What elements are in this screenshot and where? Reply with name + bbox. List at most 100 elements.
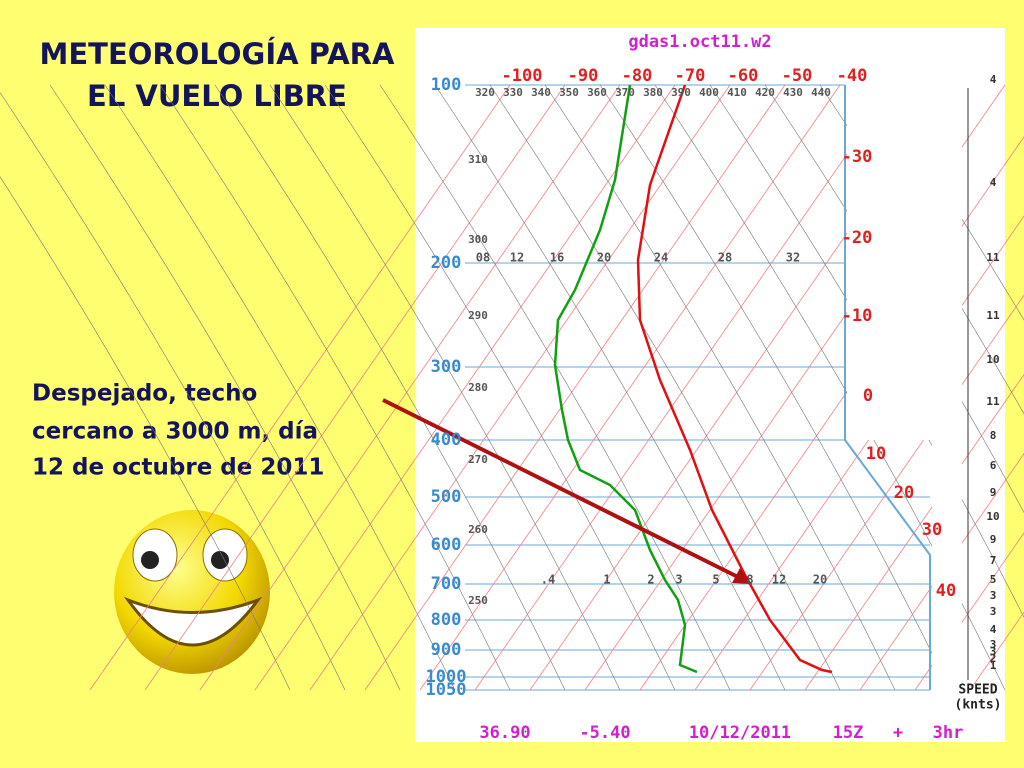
arrow (382, 398, 741, 580)
temperature-label: -70 (675, 66, 706, 86)
pressure-label: 600 (431, 535, 462, 555)
mixing-ratio-label: 12 (510, 251, 524, 265)
dry-adiabat (599, 84, 951, 691)
footer-text: + (893, 723, 903, 743)
dry-adiabat (489, 84, 841, 691)
theta-label: 320 (475, 86, 495, 99)
isotherm (254, 84, 676, 691)
theta-label: 390 (671, 86, 691, 99)
temperature-label: -10 (842, 306, 873, 326)
temperature-label: 30 (922, 520, 942, 540)
wind-speed: 4 (990, 623, 997, 636)
temperature-label: -40 (837, 66, 868, 86)
temperature-label: -30 (842, 147, 873, 167)
caption: 12 de octubre de 2011 (32, 455, 324, 481)
temperature-label: -100 (502, 66, 543, 86)
mixing-ratio-label: 20 (597, 251, 611, 265)
dry-adiabat (324, 84, 676, 691)
wind-speed: 1 (990, 659, 997, 672)
speed-label: (knts) (955, 698, 1002, 713)
theta-label: 310 (468, 153, 488, 166)
mixing-ratio-label: 8 (746, 573, 753, 587)
mixing-ratio-label: 20 (813, 573, 827, 587)
theta-label: 260 (468, 523, 488, 536)
pressure-label: 300 (431, 357, 462, 377)
isotherm (89, 84, 511, 691)
speed-label: SPEED (958, 683, 997, 698)
wind-speed: 4 (990, 73, 997, 86)
wind-speed: 6 (990, 459, 997, 472)
theta-label: 360 (587, 86, 607, 99)
footer-text: 10/12/2011 (689, 723, 791, 743)
isotherm (364, 84, 786, 691)
footer-text: 15Z (833, 723, 864, 743)
theta-label: 440 (811, 86, 831, 99)
temperature-label: 40 (936, 581, 956, 601)
pressure-label: 1000 (426, 667, 467, 687)
pressure-label: 800 (431, 610, 462, 630)
wind-speed: 7 (990, 554, 997, 567)
temperature-label: -80 (622, 66, 653, 86)
temperature-label: -20 (842, 228, 873, 248)
mixing-ratio-label: 2 (647, 573, 654, 587)
isotherm (199, 84, 621, 691)
diagram-grid (0, 80, 1024, 700)
mixing-ratio-label: 12 (772, 573, 786, 587)
mixing-ratio-label: 32 (786, 251, 800, 265)
theta-label: 330 (503, 86, 523, 99)
theta-label: 410 (727, 86, 747, 99)
dry-adiabat (0, 91, 346, 691)
pressure-label: 700 (431, 574, 462, 594)
wind-speed: 5 (990, 573, 997, 586)
pressure-label: 500 (431, 487, 462, 507)
theta-label: 400 (699, 86, 719, 99)
dry-adiabat (0, 176, 291, 691)
mixing-ratio-label: 08 (476, 251, 490, 265)
grid-mask (847, 80, 937, 440)
wind-speed: 3 (990, 638, 997, 651)
isotherm (914, 532, 1024, 691)
title: METEOROLOGÍA PARA (40, 37, 395, 71)
isotherm (419, 84, 841, 691)
diagram-title: gdas1.oct11.w2 (628, 32, 771, 52)
theta-label: 290 (468, 309, 488, 322)
grid-border (844, 85, 931, 690)
theta-label: 270 (468, 453, 488, 466)
wind-speed: 10 (986, 510, 999, 523)
footer-text: -5.40 (579, 723, 630, 743)
wind-speed: 11 (986, 395, 1000, 408)
dry-adiabat (434, 84, 786, 691)
wind-speed: 3 (990, 645, 997, 658)
dry-adiabat (159, 84, 511, 691)
title: EL VUELO LIBRE (87, 79, 347, 113)
theta-label: 300 (468, 233, 488, 246)
wind-speed: 3 (990, 605, 997, 618)
dry-adiabat (49, 84, 401, 691)
theta-label: 340 (531, 86, 551, 99)
wind-speed: 9 (990, 533, 997, 546)
temperature-label: -90 (568, 66, 599, 86)
theta-label: 350 (559, 86, 579, 99)
isotherm (804, 373, 1024, 691)
dry-adiabat (214, 84, 566, 691)
theta-label: 370 (615, 86, 635, 99)
wind-speed: 11 (986, 251, 1000, 264)
pressure-label: 100 (431, 75, 462, 95)
theta-label: 280 (468, 381, 488, 394)
theta-label: 420 (755, 86, 775, 99)
temperature-label: -50 (782, 66, 813, 86)
mixing-ratio-label: 1 (603, 573, 610, 587)
isotherm (309, 84, 731, 691)
theta-label: 430 (783, 86, 803, 99)
mixing-ratio-label: 5 (712, 573, 719, 587)
theta-label: 250 (468, 594, 488, 607)
mixing-ratio-label: 16 (550, 251, 564, 265)
temperature-label: 0 (863, 386, 873, 406)
temperature-profile (636, 84, 833, 674)
theta-label: 380 (643, 86, 663, 99)
wind-speed: 8 (990, 429, 997, 442)
wind-speed: 4 (990, 176, 997, 189)
wind-speed: 10 (986, 353, 999, 366)
wind-speed: 3 (990, 589, 997, 602)
